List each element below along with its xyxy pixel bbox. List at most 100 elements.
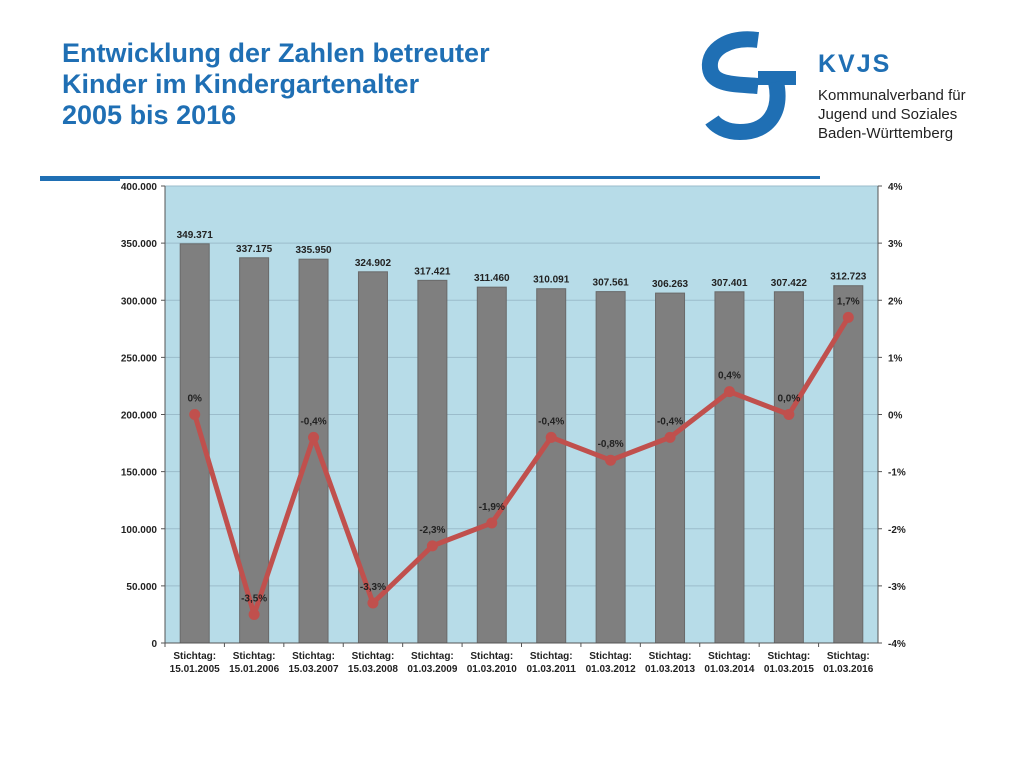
line-point (367, 597, 379, 609)
x-tick-label-line-2: 01.03.2013 (645, 664, 695, 675)
kvjs-logo: KVJS Kommunalverband für Jugend und Sozi… (700, 28, 1000, 148)
kvjs-logo-icon (701, 31, 796, 141)
x-tick-label-line-1: Stichtag: (292, 651, 335, 662)
bar (595, 291, 626, 644)
line-data-label: -3,5% (241, 593, 267, 604)
line-point (545, 431, 557, 443)
x-tick-label-line-2: 01.03.2016 (823, 664, 873, 675)
bar-data-label: 307.422 (771, 278, 808, 289)
header-divider (40, 176, 820, 179)
line-data-label: 0% (187, 394, 202, 405)
x-tick-label-line-2: 15.01.2005 (170, 664, 220, 675)
line-point (308, 431, 320, 443)
line-point (842, 311, 854, 323)
x-tick-label-line-2: 15.03.2007 (289, 664, 339, 675)
x-tick-label-line-2: 01.03.2010 (467, 664, 517, 675)
line-point (605, 454, 617, 466)
x-tick-label-line-2: 01.03.2012 (586, 664, 636, 675)
bar (476, 286, 507, 644)
bar (298, 258, 329, 644)
bar-data-label: 307.401 (711, 278, 748, 289)
logo-subtitle-line-2: Jugend und Soziales (818, 106, 958, 123)
y-right-tick-label: -1% (888, 468, 906, 479)
x-tick-label-line-1: Stichtag: (233, 651, 276, 662)
y-left-tick-label: 150.000 (121, 468, 158, 479)
chart: 0 50.000 100.000 150.000 200.000 250.000 300.0… (121, 182, 906, 675)
x-tick-label-line-1: Stichtag: (530, 651, 573, 662)
title-line-1: Entwicklung der Zahlen betreuter (62, 38, 490, 68)
line-data-label: 0,0% (777, 394, 800, 405)
logo-subtitle-line-3: Baden-Württemberg (818, 125, 954, 142)
x-tick-label-line-1: Stichtag: (767, 651, 810, 662)
line-data-label: -1,9% (479, 502, 505, 513)
x-tick-label-line-2: 01.03.2011 (526, 664, 576, 675)
line-data-label: -0,8% (598, 439, 624, 450)
x-tick-label-line-1: Stichtag: (708, 651, 751, 662)
title-line-3: 2005 bis 2016 (62, 100, 237, 130)
bar (714, 291, 745, 644)
line-data-label: -3,3% (360, 582, 386, 593)
line-point (426, 540, 438, 552)
line-point (248, 608, 260, 620)
line-data-label: 0,4% (718, 371, 741, 382)
bar-data-label: 335.950 (295, 245, 332, 256)
bar-data-label: 317.421 (414, 266, 451, 277)
y-left-tick-label: 50.000 (126, 582, 157, 593)
bar-data-label: 312.723 (830, 272, 867, 283)
bar-data-label: 307.561 (593, 278, 630, 289)
line-data-label: -0,4% (538, 416, 564, 427)
y-right-tick-label: 3% (888, 239, 903, 250)
line-point (486, 517, 498, 529)
x-tick-label-line-2: 15.01.2006 (229, 664, 279, 675)
line-point (189, 409, 201, 420)
bar-data-label: 349.371 (177, 230, 214, 241)
bar (536, 288, 567, 644)
x-tick-label-line-1: Stichtag: (649, 651, 692, 662)
line-data-label: 1,7% (837, 296, 860, 307)
y-left-tick-label: 350.000 (121, 239, 158, 250)
bar-data-label: 306.263 (652, 279, 689, 290)
bar-data-label: 337.175 (236, 244, 273, 255)
x-tick-label-line-2: 01.03.2014 (704, 664, 754, 675)
y-left-tick-label: 200.000 (121, 411, 158, 422)
y-right-tick-label: 1% (888, 353, 903, 364)
y-right-tick-label: -4% (888, 639, 906, 650)
bar-data-label: 311.460 (474, 273, 510, 284)
y-right-tick-label: -2% (888, 525, 906, 536)
y-right-tick-label: 0% (888, 411, 903, 422)
bar-data-label: 324.902 (355, 258, 392, 269)
y-left-tick-label: 250.000 (121, 353, 158, 364)
line-point (723, 386, 735, 398)
line-data-label: -0,4% (300, 416, 326, 427)
y-left-tick-label: 0 (151, 639, 157, 650)
page-title: Entwicklung der Zahlen betreuter Kinder … (62, 38, 490, 131)
bar-data-label: 310.091 (533, 275, 570, 286)
bar (417, 279, 448, 644)
x-tick-label-line-1: Stichtag: (411, 651, 454, 662)
bar (773, 291, 804, 644)
x-tick-label-line-1: Stichtag: (589, 651, 632, 662)
x-tick-label-line-1: Stichtag: (827, 651, 870, 662)
line-point (664, 431, 676, 443)
logo-subtitle: Kommunalverband für Jugend und Soziales … (818, 86, 966, 143)
y-left-tick-label: 100.000 (121, 525, 158, 536)
y-left-tick-label: 400.000 (121, 182, 158, 193)
x-tick-label-line-1: Stichtag: (470, 651, 513, 662)
logo-name: KVJS (818, 50, 892, 78)
logo-subtitle-line-1: Kommunalverband für (818, 87, 966, 104)
x-tick-label-line-1: Stichtag: (173, 651, 216, 662)
title-line-2: Kinder im Kindergartenalter (62, 69, 420, 99)
y-right-tick-label: 2% (888, 296, 903, 307)
bar (833, 285, 864, 644)
y-right-tick-label: -3% (888, 582, 906, 593)
bar (655, 292, 686, 644)
x-tick-label-line-2: 01.03.2015 (764, 664, 814, 675)
line-point (783, 409, 795, 420)
line-data-label: -2,3% (419, 525, 445, 536)
header-divider-accent (40, 176, 120, 181)
line-data-label: -0,4% (657, 416, 683, 427)
line-series (192, 316, 851, 617)
x-tick-label-line-2: 01.03.2009 (407, 664, 457, 675)
x-tick-label-line-1: Stichtag: (352, 651, 395, 662)
x-tick-label-line-2: 15.03.2008 (348, 664, 398, 675)
